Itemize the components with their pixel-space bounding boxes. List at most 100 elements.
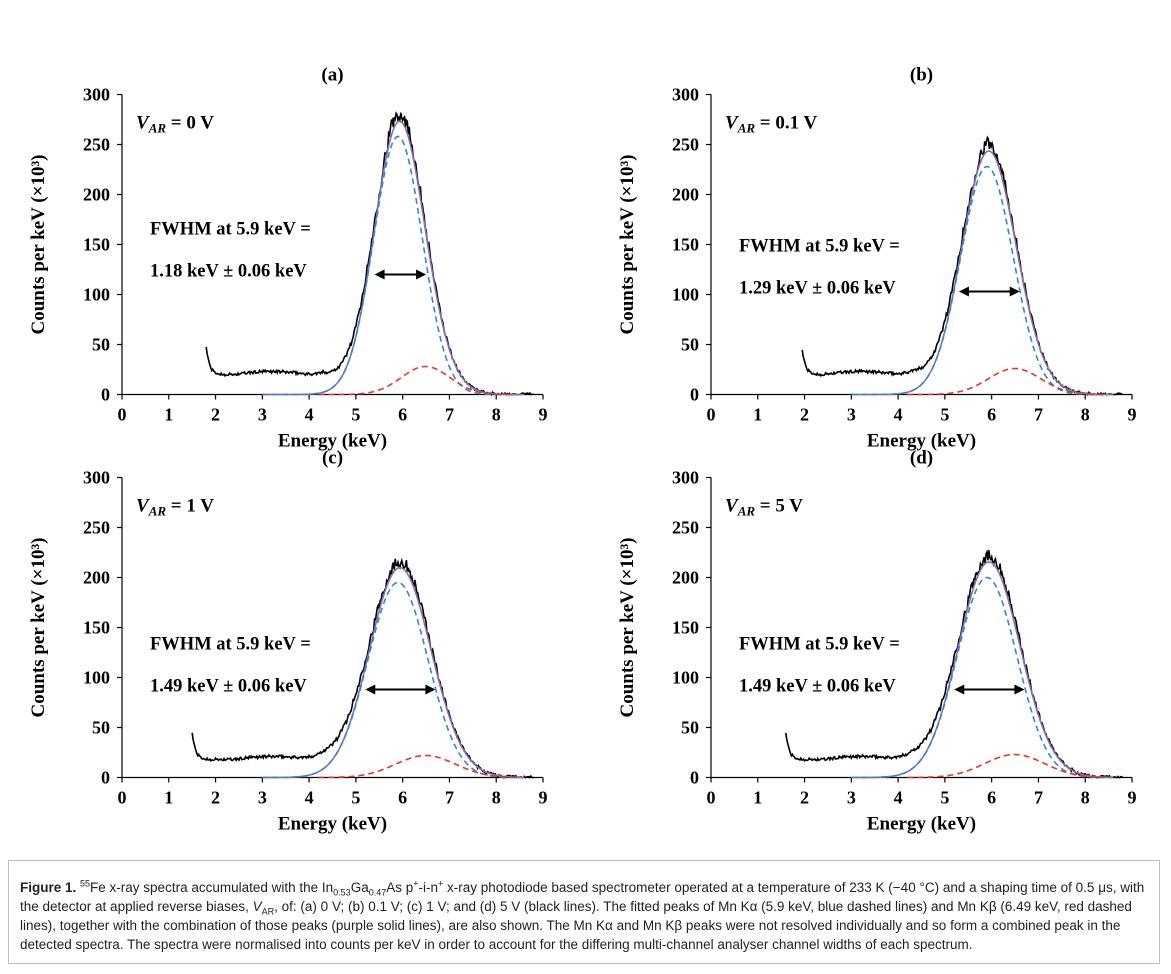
fwhm-arrow-head-left xyxy=(365,684,376,695)
x-tick-label: 2 xyxy=(800,788,809,808)
spectrum-line xyxy=(191,557,534,779)
panel-title: (b) xyxy=(910,65,933,86)
x-axis-label: Energy (keV) xyxy=(867,431,976,452)
x-tick-label: 5 xyxy=(940,405,949,425)
bias-sub: AR xyxy=(737,504,756,519)
fwhm-value: 1.29 keV ± 0.06 keV xyxy=(739,279,896,299)
x-tick-label: 8 xyxy=(492,788,501,808)
x-tick-label: 7 xyxy=(445,788,454,808)
y-tick-label: 150 xyxy=(672,618,699,638)
fwhm-arrow-head-right xyxy=(1009,286,1020,297)
x-tick-label: 3 xyxy=(847,405,856,425)
chart-panel: (d) 0 50 100 150 200 250 300 0 1 2 3 4 5 6 7 8 9 Energy (k… xyxy=(617,448,1137,835)
x-tick-label: 2 xyxy=(211,788,220,808)
y-axis-label: Counts per keV (×10³) xyxy=(28,538,49,718)
caption-text: As p xyxy=(386,880,414,895)
mn-kb-fit-line xyxy=(318,754,515,779)
y-tick-label: 100 xyxy=(672,285,699,305)
y-tick-label: 150 xyxy=(672,235,699,255)
chart-panel: (a) 0 50 100 150 200 250 300 0 1 2 3 4 5 6 7 8 9 Energy (k… xyxy=(28,65,548,452)
fwhm-label: FWHM at 5.9 keV = xyxy=(150,220,311,240)
fwhm-label: FWHM at 5.9 keV = xyxy=(739,237,900,257)
x-axis-label: Energy (keV) xyxy=(278,814,387,835)
y-axis-label: Counts per keV (×10³) xyxy=(617,155,638,335)
bias-var: V xyxy=(136,113,150,134)
x-tick-label: 9 xyxy=(539,788,548,808)
x-tick-label: 6 xyxy=(987,405,996,425)
fwhm-value: 1.18 keV ± 0.06 keV xyxy=(150,262,307,282)
caption-sub: 0.53 xyxy=(333,887,351,898)
caption-text: , of: (a) 0 V; (b) 0.1 V; (c) 1 V; and (… xyxy=(20,899,1132,952)
caption-sup: + xyxy=(413,878,419,889)
x-tick-label: 6 xyxy=(398,405,407,425)
bias-var: V xyxy=(136,496,150,517)
y-tick-label: 300 xyxy=(83,468,110,488)
mn-ka-fit-line xyxy=(262,135,515,396)
x-tick-label: 3 xyxy=(258,788,267,808)
x-tick-label: 4 xyxy=(894,788,903,808)
chart-panel: (c) 0 50 100 150 200 250 300 0 1 2 3 4 5 6 7 8 9 Energy (k… xyxy=(28,448,548,835)
caption-text: Ga xyxy=(350,880,369,895)
fwhm-label: FWHM at 5.9 keV = xyxy=(150,635,311,655)
x-tick-label: 6 xyxy=(987,788,996,808)
y-tick-label: 150 xyxy=(83,235,110,255)
x-tick-label: 8 xyxy=(1081,788,1090,808)
fwhm-value: 1.49 keV ± 0.06 keV xyxy=(150,677,307,697)
x-axis-label: Energy (keV) xyxy=(867,814,976,835)
y-tick-label: 150 xyxy=(83,618,110,638)
y-tick-label: 100 xyxy=(83,285,110,305)
combined-fit-line xyxy=(851,150,1114,396)
fwhm-arrow-head-right xyxy=(416,269,427,280)
y-tick-label: 50 xyxy=(92,335,110,355)
fwhm-arrow-head-left xyxy=(954,684,965,695)
fwhm-label: FWHM at 5.9 keV = xyxy=(739,635,900,655)
caption-label: Figure 1. xyxy=(20,880,77,895)
spectrum-line xyxy=(801,135,1123,396)
bias-var: V xyxy=(725,496,739,517)
bias-label: VAR = 0 V xyxy=(136,113,214,136)
caption-text: x-ray photodiode based spectrometer oper… xyxy=(20,880,1145,914)
figure-caption: Figure 1. 55Fe x-ray spectra accumulated… xyxy=(20,878,1150,954)
bias-sub: AR xyxy=(148,504,167,519)
bias-sub: AR xyxy=(737,121,756,136)
x-tick-label: 0 xyxy=(118,788,127,808)
y-axis-label: Counts per keV (×10³) xyxy=(617,538,638,718)
mn-kb-fit-line xyxy=(907,367,1104,396)
caption-isotope: 55 xyxy=(80,878,91,889)
y-tick-label: 250 xyxy=(83,135,110,155)
x-tick-label: 0 xyxy=(118,405,127,425)
fwhm-arrow-head-right xyxy=(1014,684,1025,695)
y-tick-label: 200 xyxy=(83,568,110,588)
caption-sub: AR xyxy=(261,906,275,917)
bias-var: V xyxy=(725,113,739,134)
bias-label: VAR = 0.1 V xyxy=(725,113,818,136)
bias-value: = 0 V xyxy=(166,113,214,134)
x-tick-label: 9 xyxy=(1128,788,1137,808)
x-axis-label: Energy (keV) xyxy=(278,431,387,452)
combined-fit-line xyxy=(262,566,525,779)
mn-kb-fit-line xyxy=(318,365,515,396)
x-tick-label: 4 xyxy=(894,405,903,425)
mn-ka-fit-line xyxy=(262,581,515,779)
mn-kb-fit-line xyxy=(907,753,1104,779)
y-tick-label: 250 xyxy=(672,135,699,155)
x-tick-label: 8 xyxy=(492,405,501,425)
y-tick-label: 0 xyxy=(690,768,699,788)
x-tick-label: 7 xyxy=(1034,788,1043,808)
bias-sub: AR xyxy=(148,121,167,136)
y-tick-label: 250 xyxy=(672,518,699,538)
combined-fit-line xyxy=(851,561,1114,779)
bias-value: = 1 V xyxy=(166,496,214,517)
fwhm-arrow-head-left xyxy=(374,269,385,280)
caption-text: -i-n xyxy=(418,880,439,895)
panel-title: (c) xyxy=(322,448,343,469)
caption-var: V xyxy=(252,899,262,914)
caption-sub: 0.47 xyxy=(368,887,387,898)
x-tick-label: 3 xyxy=(847,788,856,808)
y-axis-label: Counts per keV (×10³) xyxy=(28,155,49,335)
y-tick-label: 200 xyxy=(672,185,699,205)
x-tick-label: 7 xyxy=(445,405,454,425)
x-tick-label: 8 xyxy=(1081,405,1090,425)
x-tick-label: 5 xyxy=(351,788,360,808)
